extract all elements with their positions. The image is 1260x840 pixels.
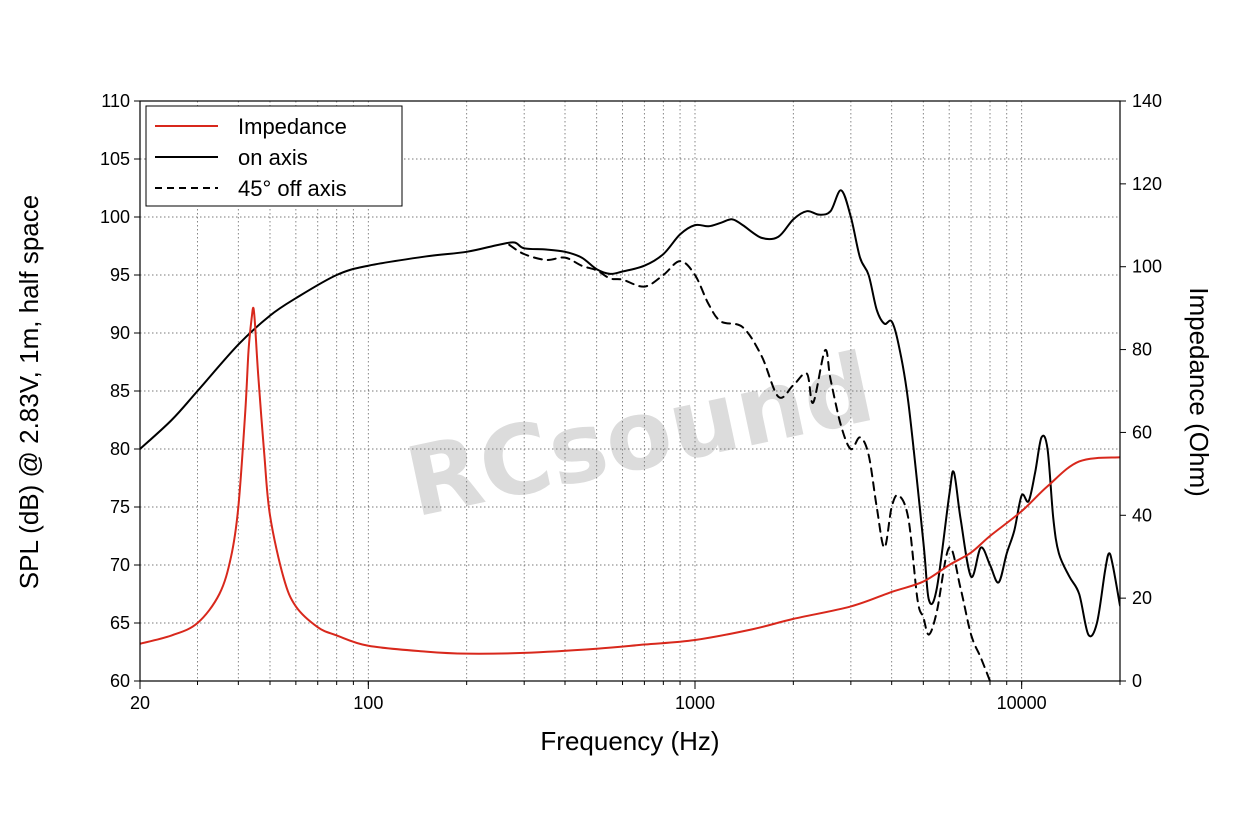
y-tick-label: 85 — [110, 381, 130, 401]
y-tick-label: 100 — [100, 207, 130, 227]
y-tick-label: 95 — [110, 265, 130, 285]
series-line-45-off-axis — [508, 243, 992, 681]
y2-axis-title: Impedance (Ohm) — [1184, 287, 1214, 497]
y-tick-label: 70 — [110, 555, 130, 575]
y-tick-label: 75 — [110, 497, 130, 517]
y-tick-label: 80 — [110, 439, 130, 459]
y-tick-label: 110 — [101, 91, 130, 111]
y2-tick-label: 100 — [1132, 257, 1162, 277]
series-line-on-axis — [140, 189, 1120, 638]
plot-area — [140, 189, 1120, 681]
y2-tick-label: 80 — [1132, 340, 1152, 360]
y2-tick-label: 140 — [1132, 91, 1162, 111]
series-line-impedance — [140, 306, 1120, 655]
y-tick-label: 105 — [100, 149, 130, 169]
legend-label-off-axis: 45° off axis — [238, 176, 347, 201]
y2-tick-label: 0 — [1132, 671, 1142, 691]
watermark-text: RCsound — [397, 331, 883, 539]
y-tick-label: 90 — [110, 323, 130, 343]
y2-tick-label: 20 — [1132, 588, 1152, 608]
legend-label-on-axis: on axis — [238, 145, 308, 170]
y-tick-label: 65 — [110, 613, 130, 633]
y-axis-title: SPL (dB) @ 2.83V, 1m, half space — [14, 195, 44, 589]
x-tick-label: 1000 — [675, 693, 715, 713]
y-tick-label: 60 — [110, 671, 130, 691]
axes: 60 65 70 75 80 85 90 95 100 105 110 0 20 40 60 80 100 120… — [100, 91, 1162, 713]
legend: Impedance on axis 45° off axis — [145, 105, 403, 207]
y2-tick-label: 120 — [1132, 174, 1162, 194]
legend-label-impedance: Impedance — [238, 114, 347, 139]
y2-tick-label: 40 — [1132, 505, 1152, 525]
watermark: RCsound — [397, 331, 883, 539]
x-axis-title: Frequency (Hz) — [540, 726, 719, 756]
x-tick-label: 10000 — [997, 693, 1047, 713]
x-tick-label: 20 — [130, 693, 150, 713]
x-tick-label: 100 — [353, 693, 383, 713]
y2-tick-label: 60 — [1132, 422, 1152, 442]
